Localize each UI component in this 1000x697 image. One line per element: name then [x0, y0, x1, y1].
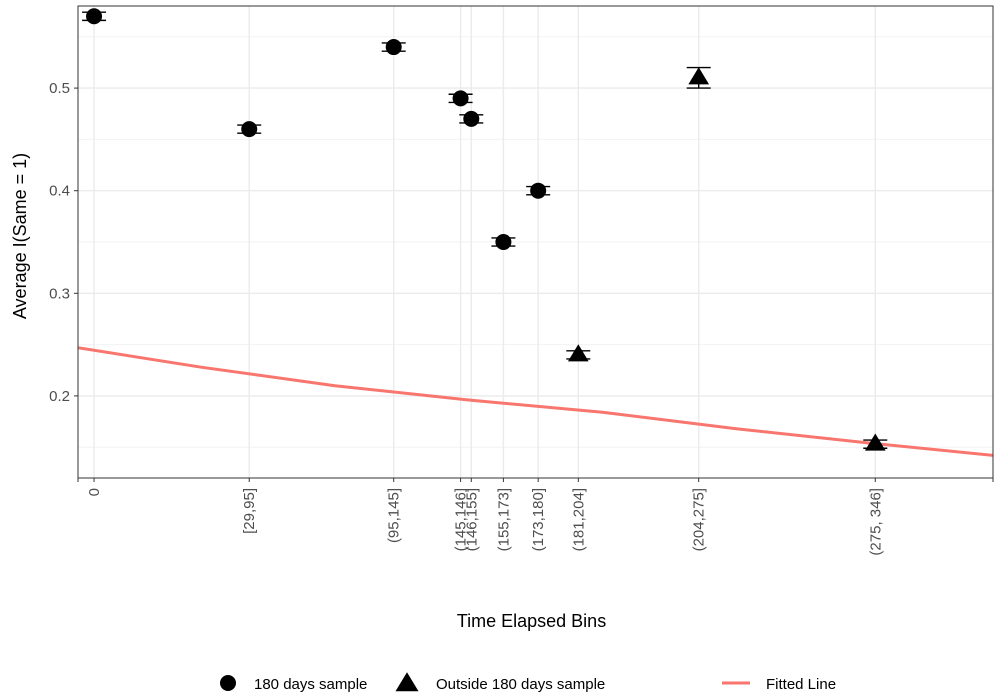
- grid-minor: [78, 36, 993, 448]
- data-point-circle: [491, 234, 516, 250]
- x-tick-label: (95,145]: [386, 488, 403, 543]
- circle-marker: [241, 121, 258, 138]
- x-tick-label: (173,180]: [530, 488, 547, 551]
- legend-item: Outside 180 days sample: [395, 672, 605, 693]
- legend-item: Fitted Line: [722, 676, 836, 693]
- legend-label: 180 days sample: [254, 676, 367, 693]
- circle-marker: [495, 234, 512, 250]
- x-tick-label: (146,155]: [463, 488, 480, 551]
- x-tick-label: (181,204]: [570, 488, 587, 551]
- legend-key-circle: [220, 675, 236, 691]
- x-tick-label: (275, 346]: [867, 488, 884, 556]
- data-point-triangle: [686, 66, 711, 89]
- x-tick-label: [29,95]: [241, 488, 258, 534]
- fitted-line-layer: [78, 346, 993, 457]
- x-tick-label: 0: [86, 488, 103, 496]
- legend-label: Fitted Line: [766, 676, 836, 693]
- legend-item: 180 days sample: [220, 675, 367, 693]
- triangle-marker: [567, 344, 589, 362]
- y-axis: 0.2 0.3 0.4 0.5: [49, 80, 78, 405]
- data-point-circle: [381, 39, 406, 56]
- x-tick-label: (204,275]: [691, 488, 708, 551]
- triangle-marker: [688, 67, 710, 85]
- data-point-circle: [237, 121, 262, 138]
- data-point-triangle: [863, 433, 888, 451]
- data-point-circle: [82, 8, 107, 25]
- legend-key-triangle: [395, 672, 419, 692]
- x-axis: 0 [29,95] (95,145] (145,146](146,155] (155,1…: [77, 478, 994, 556]
- x-tick-label: (155,173]: [495, 488, 512, 551]
- circle-marker: [86, 8, 103, 25]
- y-tick-label: 0.3: [49, 285, 70, 302]
- legend-label: Outside 180 days sample: [436, 676, 605, 693]
- y-axis-title: Average I(Same = 1): [10, 153, 30, 319]
- data-point-circle: [448, 90, 473, 107]
- y-tick-label: 0.4: [49, 183, 70, 200]
- x-tick-label: (145,146]: [453, 488, 470, 551]
- circle-marker: [452, 90, 469, 107]
- legend: 180 days sample Outside 180 days sample Fi…: [220, 672, 836, 693]
- data-point-triangle: [566, 344, 591, 362]
- triangle-marker: [864, 433, 886, 451]
- circle-marker: [530, 182, 547, 199]
- circle-marker: [463, 110, 480, 127]
- points-layer: [82, 8, 888, 451]
- y-tick-label: 0.5: [49, 80, 70, 97]
- panel-border: [77, 5, 994, 479]
- circle-marker: [385, 39, 402, 56]
- data-point-circle: [459, 110, 484, 127]
- x-axis-title: Time Elapsed Bins: [457, 611, 606, 631]
- y-tick-label: 0.2: [49, 388, 70, 405]
- fitted-line: [78, 346, 993, 457]
- data-point-circle: [526, 182, 551, 199]
